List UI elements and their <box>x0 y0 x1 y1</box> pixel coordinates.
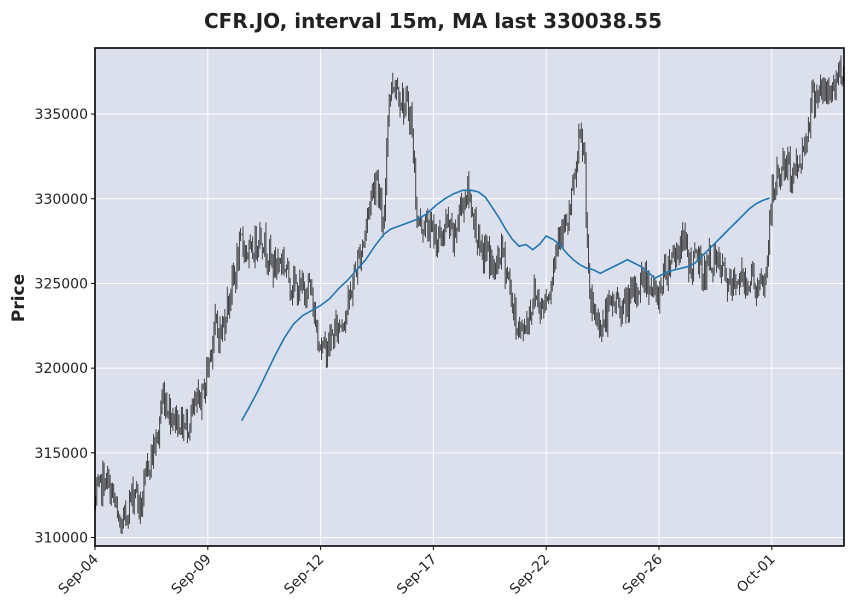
plot-frame <box>94 47 845 547</box>
x-tick-label: Sep-04 <box>56 551 102 597</box>
y-tick-label: 310000 <box>35 531 88 547</box>
x-axis-ticks: Sep-04 Sep-09 Sep-12 Sep-17 Sep-22 Sep-26 Oct-… <box>56 546 779 598</box>
x-tick-label: Sep-22 <box>507 552 553 598</box>
y-tick-label: 335000 <box>35 107 88 123</box>
moving-average-line <box>240 189 770 422</box>
y-tick-label: 320000 <box>35 361 88 377</box>
x-tick-label: Sep-17 <box>394 552 440 598</box>
chart-title: CFR.JO, interval 15m, MA last 330038.55 <box>204 9 662 33</box>
candle-series <box>95 55 844 534</box>
x-tick-label: Sep-12 <box>281 552 327 598</box>
x-tick-label: Oct-01 <box>734 552 779 597</box>
y-axis-label: Price <box>9 274 29 322</box>
y-tick-label: 315000 <box>35 446 88 462</box>
x-tick-label: Sep-26 <box>620 551 666 597</box>
plot-area <box>95 48 844 546</box>
y-axis-ticks: 310000 315000 320000 325000 330000 335000 <box>35 107 95 547</box>
y-tick-label: 330000 <box>35 192 88 208</box>
y-tick-label: 325000 <box>35 276 88 292</box>
x-tick-label: Sep-09 <box>168 552 214 598</box>
